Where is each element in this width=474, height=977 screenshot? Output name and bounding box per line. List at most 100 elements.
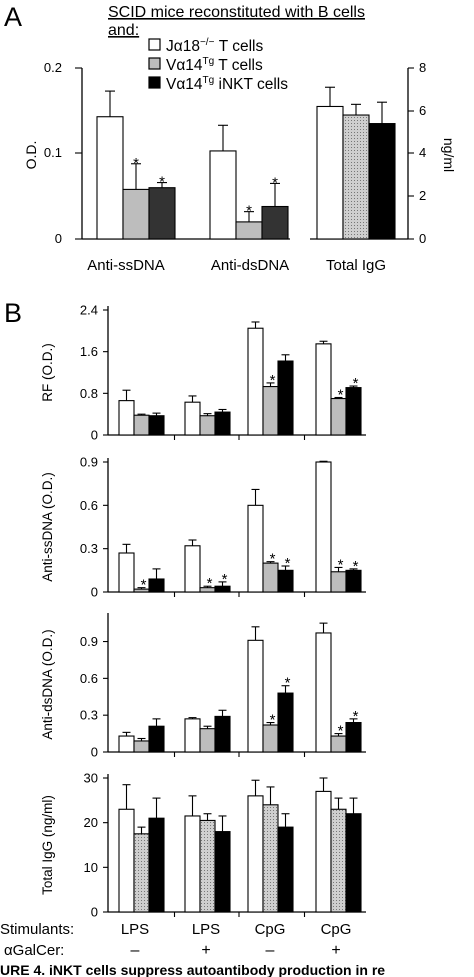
a-bar-0-1: [122, 188, 150, 240]
b-2-err-2-2: [281, 685, 290, 694]
b-panel-2-tick-0: 0: [91, 745, 98, 760]
legend-label-va14-t: Vα14Tg T cells: [166, 56, 263, 74]
a-err-0-0: [105, 90, 115, 117]
b-2-bar-0-0: [118, 735, 135, 753]
a-err-1-1: [244, 211, 254, 222]
b-1-err-0-0: [122, 543, 131, 553]
a-err-0-1: [131, 163, 141, 190]
b-1-err-0-2: [152, 568, 161, 579]
agalcer-cpg-1: –: [266, 942, 275, 959]
a-bar-1-0: [209, 150, 237, 240]
b-2-bar-2-2: [277, 692, 294, 753]
b-1-star-2-2: *: [285, 555, 291, 572]
b-0-bar-0-1: [133, 414, 150, 436]
a-right-tick-6: 6: [419, 103, 426, 118]
b-0-err-2-0: [251, 321, 260, 329]
b-3-bar-0-2: [148, 817, 165, 913]
b-1-star-1-2: *: [222, 571, 228, 588]
b-2-star-2-1: *: [270, 712, 276, 729]
b-0-star-3-2: *: [353, 375, 359, 392]
agalcer-label: αGalCer:: [4, 942, 64, 959]
b-0-err-2-2: [281, 354, 290, 362]
b-panel-3-tick-3: 30: [84, 771, 98, 786]
b-3-err-3-1: [334, 797, 343, 810]
b-3-bar-2-2: [277, 826, 294, 913]
a-bar-1-2: [261, 205, 289, 240]
b-3-bar-1-2: [214, 831, 231, 913]
b-0-bar-3-0: [315, 343, 332, 436]
b-2-star-2-2: *: [285, 675, 291, 692]
a-star-0-2: *: [159, 174, 165, 191]
b-0-bar-1-0: [184, 401, 201, 436]
b-3-err-1-2: [218, 815, 227, 832]
b-3-bar-1-1: [199, 819, 216, 913]
a-star-0-1: *: [133, 155, 139, 172]
b-2-bar-1-0: [184, 718, 201, 753]
a-star-1-2: *: [272, 174, 278, 191]
b-3-bar-3-2: [345, 813, 362, 913]
b-3-bar-2-0: [247, 795, 264, 913]
b-3-err-0-1: [137, 826, 146, 834]
a-err-1-2: [270, 182, 280, 207]
a-left-axis-label: O.D.: [23, 141, 39, 170]
b-panel-1-tick-3: 0.9: [80, 455, 98, 470]
b-3-bar-0-1: [133, 833, 150, 913]
b-1-err-1-2: [218, 581, 227, 587]
b-3-bar-2-1: [262, 804, 279, 913]
b-2-err-3-0: [319, 622, 328, 633]
a-star-1-1: *: [246, 203, 252, 220]
legend-title-line-2: and:: [108, 22, 139, 39]
a-err-0-2: [157, 182, 167, 188]
b-1-bar-3-1: [330, 571, 347, 593]
a-igg-err-0: [325, 86, 335, 107]
b-3-err-3-0: [319, 777, 328, 792]
b-panel-0-tick-0: 0: [91, 428, 98, 443]
b-0-star-3-1: *: [338, 387, 344, 404]
b-0-bar-1-2: [214, 411, 231, 436]
b-1-bar-2-0: [247, 504, 264, 593]
a-right-axis-label: ng/ml: [441, 138, 457, 172]
b-1-bar-0-2: [148, 578, 165, 593]
b-0-bar-1-1: [199, 415, 216, 436]
b-3-err-2-0: [251, 779, 260, 796]
b-1-star-2-1: *: [270, 551, 276, 568]
b-3-err-1-0: [188, 795, 197, 816]
legend-title-line-1: SCID mice reconstituted with B cells: [108, 4, 365, 21]
legend-label-ja18: Jα18−/− T cells: [166, 37, 263, 55]
a-right-tick-0: 0: [419, 231, 426, 246]
b-panel-1-tick-0: 0: [91, 585, 98, 600]
a-left-tick-0.2: 0.2: [44, 60, 62, 75]
panel-a-label: A: [4, 2, 22, 32]
b-panel-1-tick-2: 0.6: [80, 498, 98, 513]
legend-swatch-ja18: [148, 38, 161, 51]
b-1-bar-1-2: [214, 585, 231, 593]
b-0-bar-2-2: [277, 360, 294, 436]
b-2-star-3-1: *: [338, 723, 344, 740]
b-1-star-0-1: *: [141, 577, 147, 594]
b-1-star-3-2: *: [353, 558, 359, 575]
b-panel-3-tick-0: 0: [91, 905, 98, 920]
b-panel-1-ylabel: Anti-ssDNA (O.D.): [40, 472, 55, 582]
b-0-bar-3-2: [345, 387, 362, 436]
a-bar-0-0: [96, 116, 124, 240]
b-0-bar-0-0: [118, 400, 135, 436]
b-2-star-3-2: *: [353, 708, 359, 725]
b-1-err-1-0: [188, 539, 197, 546]
a-igg-bar-1: [342, 114, 370, 240]
stimulant-cpg-1: CpG: [255, 921, 286, 938]
a-right-tick-4: 4: [419, 145, 426, 160]
stimulant-lps-2: LPS: [192, 921, 220, 938]
a-igg-bar-0: [316, 105, 344, 240]
b-2-bar-0-2: [148, 725, 165, 753]
b-3-bar-3-0: [315, 790, 332, 913]
b-panel-0-tick-1: 0.8: [80, 386, 98, 401]
b-1-star-1-1: *: [207, 575, 213, 592]
b-3-err-3-2: [349, 797, 358, 814]
a-igg-err-1: [351, 103, 361, 116]
legend-label-va14-inkt: Vα14Tg iNKT cells: [166, 75, 288, 93]
b-1-err-3-1: [334, 566, 343, 572]
agalcer-lps-2: +: [201, 942, 210, 959]
a-left-tick-0.1: 0.1: [44, 145, 62, 160]
a-right-tick-2: 2: [419, 188, 426, 203]
